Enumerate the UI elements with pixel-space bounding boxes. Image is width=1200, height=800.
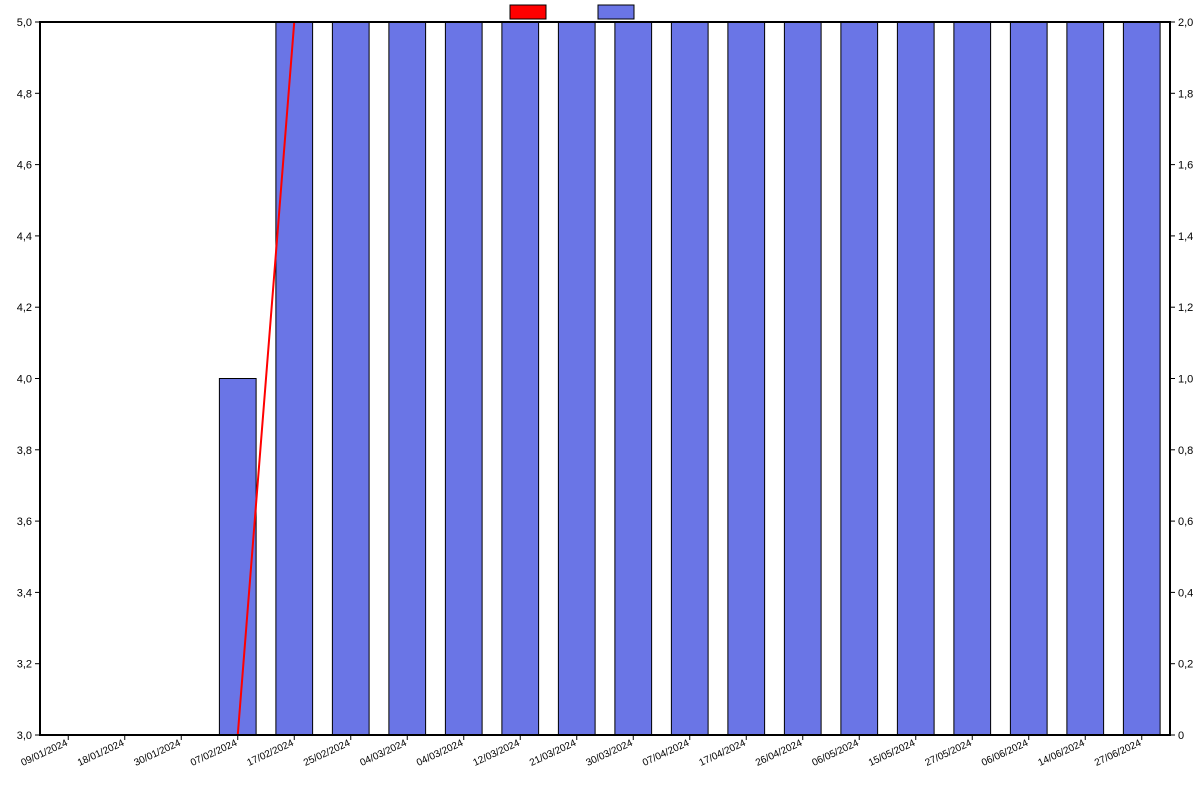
ytick-label-left: 4,8 — [17, 88, 32, 100]
xtick-label: 26/04/2024 — [754, 738, 804, 769]
bar — [276, 22, 313, 735]
xtick-label: 09/01/2024 — [19, 738, 69, 769]
ytick-label-right: 1,8 — [1178, 88, 1193, 100]
bar — [445, 22, 482, 735]
ytick-label-right: 1,6 — [1178, 160, 1193, 172]
xtick-label: 15/05/2024 — [867, 738, 917, 769]
xtick-label: 21/03/2024 — [528, 738, 578, 769]
ytick-label-right: 1,2 — [1178, 302, 1193, 314]
xtick-label: 12/03/2024 — [471, 738, 521, 769]
ytick-label-left: 3,0 — [17, 730, 32, 742]
ytick-label-left: 3,6 — [17, 516, 32, 528]
bar — [219, 379, 256, 736]
ytick-label-left: 3,2 — [17, 659, 32, 671]
ytick-label-left: 3,8 — [17, 445, 32, 457]
bar — [1010, 22, 1047, 735]
xtick-label: 07/02/2024 — [189, 738, 239, 769]
ytick-label-right: 0,2 — [1178, 659, 1193, 671]
bar — [558, 22, 595, 735]
ytick-label-right: 0,6 — [1178, 516, 1193, 528]
xtick-label: 07/04/2024 — [641, 738, 691, 769]
ytick-label-left: 4,6 — [17, 160, 32, 172]
ytick-label-left: 5,0 — [17, 17, 32, 29]
xtick-label: 17/04/2024 — [697, 738, 747, 769]
ytick-label-right: 1,4 — [1178, 231, 1193, 243]
ytick-label-left: 3,4 — [17, 587, 32, 599]
xtick-label: 17/02/2024 — [245, 738, 295, 769]
legend-swatch-line — [510, 5, 546, 19]
xtick-label: 06/06/2024 — [980, 738, 1030, 769]
bar — [502, 22, 539, 735]
ytick-label-right: 0 — [1178, 730, 1184, 742]
ytick-label-right: 0,8 — [1178, 445, 1193, 457]
xtick-label: 27/05/2024 — [923, 738, 973, 769]
bar — [671, 22, 708, 735]
bar — [841, 22, 878, 735]
xtick-label: 27/06/2024 — [1093, 738, 1143, 769]
bar — [954, 22, 991, 735]
chart-container: 3,0 3,2 3,4 3,6 3,8 4,0 4,2 4,4 4,6 4,8 5,0 0 0,2 0,4… — [0, 0, 1200, 800]
xtick-label: 14/06/2024 — [1036, 738, 1086, 769]
xtick-label: 30/03/2024 — [584, 738, 634, 769]
ytick-label-left: 4,4 — [17, 231, 32, 243]
xtick-label: 06/05/2024 — [810, 738, 860, 769]
plot-border — [40, 22, 1170, 735]
ytick-label-left: 4,0 — [17, 374, 32, 386]
bar — [784, 22, 821, 735]
bar — [389, 22, 426, 735]
bar — [1067, 22, 1104, 735]
bar — [1123, 22, 1160, 735]
xtick-label: 04/03/2024 — [358, 738, 408, 769]
chart-svg: 3,0 3,2 3,4 3,6 3,8 4,0 4,2 4,4 4,6 4,8 5,0 0 0,2 0,4… — [0, 0, 1200, 800]
bar — [897, 22, 934, 735]
ytick-label-right: 0,4 — [1178, 587, 1193, 599]
ytick-label-left: 4,2 — [17, 302, 32, 314]
xtick-label: 30/01/2024 — [132, 738, 182, 769]
bar — [615, 22, 652, 735]
legend-swatch-bar — [598, 5, 634, 19]
xtick-label: 04/03/2024 — [415, 738, 465, 769]
ytick-label-right: 1,0 — [1178, 374, 1193, 386]
xtick-label: 18/01/2024 — [76, 738, 126, 769]
ytick-label-right: 2,0 — [1178, 17, 1193, 29]
bar — [332, 22, 369, 735]
xtick-label: 25/02/2024 — [302, 738, 352, 769]
bar — [728, 22, 765, 735]
